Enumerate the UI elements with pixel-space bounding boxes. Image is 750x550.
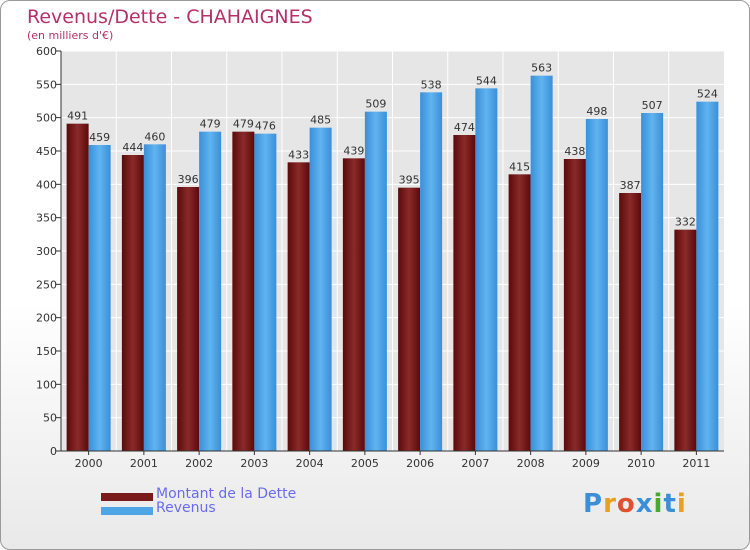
bar-revenus (420, 92, 443, 451)
logo-letter: r (603, 489, 617, 519)
y-tick-label: 50 (43, 412, 57, 425)
x-tick-label: 2010 (627, 457, 655, 470)
data-label-revenus: 459 (89, 131, 110, 144)
data-label-dette: 491 (67, 110, 88, 123)
bar-dette (121, 155, 144, 451)
data-label-dette: 479 (233, 118, 254, 131)
bar-dette (453, 135, 476, 451)
data-label-dette: 439 (343, 144, 364, 157)
x-tick-label: 2008 (517, 457, 545, 470)
x-tick-label: 2007 (461, 457, 489, 470)
bar-dette (177, 187, 200, 451)
data-label-dette: 332 (675, 216, 696, 229)
logo-letter: t (663, 489, 677, 519)
y-tick-label: 400 (36, 178, 57, 191)
data-label-revenus: 524 (697, 88, 718, 101)
data-label-dette: 387 (620, 179, 641, 192)
legend-label-revenus: Revenus (156, 500, 216, 516)
bar-dette (232, 131, 255, 451)
logo-letter: i (676, 489, 687, 519)
x-tick-label: 2000 (75, 457, 103, 470)
bar-revenus (88, 145, 111, 451)
data-label-dette: 438 (564, 145, 585, 158)
bar-dette (287, 162, 310, 452)
data-label-dette: 415 (509, 160, 530, 173)
data-label-revenus: 479 (200, 118, 221, 131)
x-tick-label: 2005 (351, 457, 379, 470)
chart-title: Revenus/Dette - CHAHAIGNES (27, 6, 313, 28)
legend-swatch-dette (101, 493, 153, 501)
data-label-revenus: 563 (531, 62, 552, 75)
data-label-revenus: 507 (642, 99, 663, 112)
y-tick-label: 0 (50, 445, 57, 458)
x-tick-label: 2002 (185, 457, 213, 470)
bar-revenus (254, 133, 277, 451)
x-tick-label: 2003 (240, 457, 268, 470)
x-tick-label: 2009 (572, 457, 600, 470)
data-label-revenus: 498 (586, 105, 607, 118)
data-label-dette: 396 (178, 173, 199, 186)
x-tick-label: 2004 (296, 457, 324, 470)
y-tick-label: 100 (36, 378, 57, 391)
data-label-revenus: 476 (255, 120, 276, 133)
bar-revenus (143, 144, 166, 452)
legend-swatch-revenus (101, 507, 153, 515)
x-tick-label: 2006 (406, 457, 434, 470)
data-label-revenus: 485 (310, 114, 331, 127)
legend-label-dette: Montant de la Dette (156, 486, 297, 502)
y-tick-label: 300 (36, 245, 57, 258)
bar-revenus (309, 127, 332, 452)
data-label-dette: 474 (454, 121, 475, 134)
bar-dette (398, 187, 421, 451)
bar-dette (342, 158, 365, 452)
bar-revenus (641, 113, 664, 451)
proxiti-logo: Proxiti (583, 489, 687, 521)
y-tick-label: 450 (36, 145, 57, 158)
logo-letter: i (653, 489, 664, 519)
bar-dette (508, 174, 531, 452)
bar-revenus (585, 119, 608, 451)
y-tick-label: 150 (36, 345, 57, 358)
data-label-revenus: 538 (421, 78, 442, 91)
logo-letter: o (616, 489, 636, 519)
bar-revenus (530, 75, 553, 452)
y-tick-label: 600 (36, 45, 57, 58)
bar-revenus (475, 88, 498, 451)
y-tick-label: 250 (36, 278, 57, 291)
data-label-dette: 433 (288, 148, 309, 161)
data-label-revenus: 544 (476, 74, 497, 87)
logo-letter: P (583, 489, 604, 519)
data-label-revenus: 460 (144, 130, 165, 143)
bar-dette (674, 229, 697, 451)
data-label-revenus: 509 (365, 98, 386, 111)
y-tick-label: 500 (36, 112, 57, 125)
bar-dette (619, 193, 642, 451)
data-label-dette: 395 (399, 174, 420, 187)
x-tick-label: 2011 (682, 457, 710, 470)
y-tick-label: 350 (36, 212, 57, 225)
bar-revenus (199, 131, 222, 451)
bar-revenus (364, 111, 387, 452)
chart-subtitle: (en milliers d'€) (27, 29, 114, 42)
y-tick-label: 550 (36, 78, 57, 91)
bar-revenus (696, 101, 719, 452)
bar-dette (563, 159, 586, 451)
data-label-dette: 444 (122, 141, 143, 154)
bar-dette (66, 123, 89, 452)
y-tick-label: 200 (36, 312, 57, 325)
x-tick-label: 2001 (130, 457, 158, 470)
logo-letter: x (635, 489, 654, 519)
